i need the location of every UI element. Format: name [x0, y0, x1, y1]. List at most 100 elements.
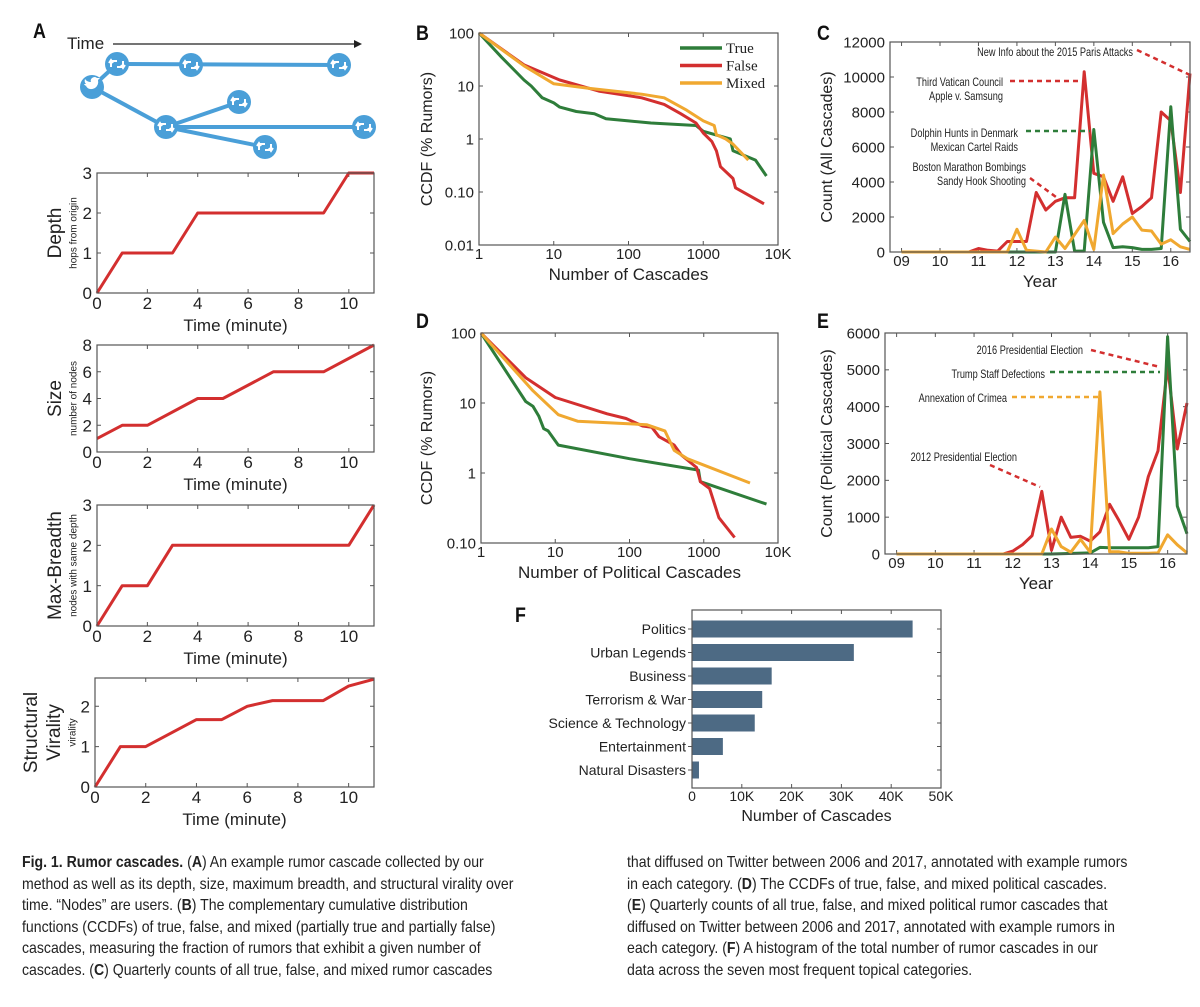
time-arrow-head: [354, 40, 362, 48]
y-axis-label: Structural: [21, 692, 42, 773]
bar: [692, 714, 755, 732]
series-line-true: [477, 31, 768, 177]
caption-line: in each category. (D) The CCDFs of true,…: [627, 874, 1107, 895]
x-tick-label: 10: [932, 253, 949, 270]
x-tick-label: 0: [688, 788, 696, 804]
x-tick-label: 0: [92, 294, 101, 313]
y-tick-label: 3: [83, 164, 92, 183]
caption-text: ) Quarterly counts of all true, false, a…: [104, 961, 493, 979]
caption-line: Fig. 1. Rumor cascades. (A) An example r…: [22, 852, 484, 873]
category-label: Politics: [642, 621, 686, 637]
caption-line: cascades, measuring the fraction of rumo…: [22, 938, 481, 959]
x-tick-label: 0: [92, 627, 101, 646]
x-axis-label: Year: [1019, 574, 1054, 593]
caption-text: in each category. (: [627, 875, 742, 893]
annotation-label: New Info about the 2015 Paris Attacks: [977, 47, 1133, 59]
caption-text: time. “Nodes” are users. (: [22, 897, 182, 914]
series-line-1: [896, 335, 1189, 556]
annotation-label: 2012 Presidential Election: [911, 452, 1017, 464]
annotation-label: Third Vatican Council: [916, 77, 1003, 89]
series-line-2: [479, 331, 751, 485]
x-tick-label: 30K: [829, 788, 855, 804]
category-label: Urban Legends: [590, 645, 686, 661]
x-tick-label: 50K: [929, 788, 955, 804]
x-tick-label: 20K: [779, 788, 805, 804]
x-tick-label: 2: [141, 788, 150, 807]
y-tick-label: 4: [83, 390, 92, 409]
caption-text: functions (CCDFs) of true, false, and mi…: [22, 918, 496, 936]
caption-text: (: [627, 897, 632, 914]
y-tick-label: 2000: [847, 473, 880, 490]
caption-text: ) The complementary cumulative distribut…: [191, 897, 468, 914]
y-tick-label: 0.10: [447, 535, 476, 552]
x-tick-label: 10: [547, 544, 564, 561]
caption-line: that diffused on Twitter between 2006 an…: [627, 852, 1127, 873]
retweet-icon: [256, 141, 274, 153]
legend-label: Mixed: [726, 76, 766, 92]
annotation-label: Mexican Cartel Raids: [931, 142, 1018, 154]
retweet-icon: [330, 59, 348, 71]
x-tick-label: 6: [242, 788, 251, 807]
retweet-node: [327, 53, 351, 77]
x-tick-label: 2: [143, 453, 152, 472]
caption-bold-text: D: [741, 875, 752, 893]
caption-line: functions (CCDFs) of true, false, and mi…: [22, 917, 495, 938]
caption-line: method as well as its depth, size, maxim…: [22, 874, 513, 895]
x-tick-label: 100: [616, 246, 641, 263]
cascade-diagram: Time: [67, 34, 376, 159]
y-tick-label: 10: [459, 395, 476, 412]
category-label: Business: [629, 668, 686, 684]
panel-label-c: C: [817, 22, 830, 45]
annotation-label: Annexation of Crimea: [919, 393, 1008, 405]
y-tick-label: 0: [83, 284, 92, 303]
y-tick-label: 100: [451, 325, 476, 342]
annotation-label: Dolphin Hunts in Denmark: [911, 128, 1019, 140]
x-tick-label: 0: [92, 453, 101, 472]
panel-label-f: F: [515, 604, 526, 627]
series-line-mixed: [478, 31, 750, 162]
x-axis-label: Time (minute): [183, 475, 287, 494]
caption-text: ) A histogram of the total number of rum…: [735, 940, 1098, 957]
caption-text: cascades. (: [22, 961, 94, 979]
x-axis-label: Time (minute): [182, 810, 286, 829]
x-tick-label: 10K: [765, 246, 792, 263]
annotation-label: Trump Staff Defections: [951, 369, 1045, 381]
y-tick-label: 0: [83, 617, 92, 636]
bar: [692, 620, 913, 638]
x-tick-label: 1: [475, 246, 483, 263]
annotation-label: 2016 Presidential Election: [977, 345, 1083, 357]
retweet-node: [227, 90, 251, 114]
x-tick-label: 15: [1121, 555, 1138, 572]
y-tick-label: 2: [83, 204, 92, 223]
x-tick-label: 14: [1086, 253, 1103, 270]
y-tick-label: 1: [468, 465, 476, 482]
plot-frame: [889, 41, 1191, 253]
caption-text: each category. (: [627, 940, 727, 957]
caption-bold-text: B: [181, 897, 192, 914]
bar: [692, 667, 772, 685]
y-tick-label: 1: [83, 244, 92, 263]
y-tick-label: 0: [83, 443, 92, 462]
x-tick-label: 1: [477, 544, 485, 561]
y-tick-label: 0: [872, 546, 880, 563]
annotation-leader: [1136, 48, 1191, 77]
cascade-edge: [165, 100, 240, 129]
y-axis-label: CCDF (% Rumors): [419, 371, 436, 505]
y-axis-label: Count (Political Cascades): [819, 349, 836, 538]
x-tick-label: 0: [90, 788, 99, 807]
annotation-label: Sandy Hook Shooting: [937, 176, 1026, 188]
twitter-bird-icon: [84, 77, 100, 90]
series-line-1: [479, 331, 736, 539]
bar: [692, 761, 699, 779]
x-tick-label: 16: [1162, 253, 1179, 270]
x-tick-label: 15: [1124, 253, 1141, 270]
category-label: Science & Technology: [549, 715, 687, 731]
x-tick-label: 09: [893, 253, 910, 270]
chart-count_all: 09 10 11 12 13 14 15 16 0 2000 4000 6000 8000 10000 12…: [819, 34, 1192, 291]
y-tick-label: 6000: [852, 139, 885, 156]
x-tick-label: 10: [339, 294, 358, 313]
y-tick-label: 2: [81, 697, 90, 716]
bar: [692, 738, 723, 755]
panel-label-d: D: [416, 310, 429, 333]
